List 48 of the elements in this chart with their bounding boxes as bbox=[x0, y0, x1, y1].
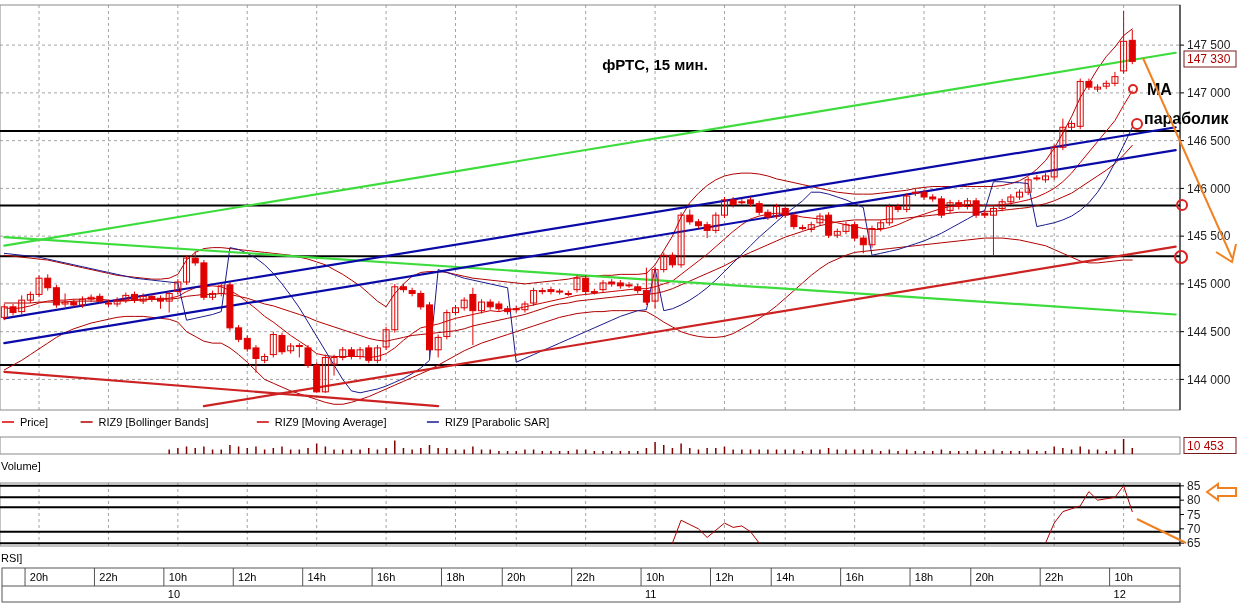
legend-label: RIZ9 [Bollinger Bands] bbox=[98, 415, 209, 428]
x-tick-label: 14h bbox=[776, 571, 795, 583]
line-series bbox=[3, 237, 1133, 405]
y-tick-label: 144 500 bbox=[1187, 324, 1231, 339]
y-tick-label: 85 bbox=[1187, 479, 1201, 494]
text: фРТС, 15 мин. bbox=[602, 56, 708, 73]
x-tick-label: 20h bbox=[975, 571, 994, 583]
x-tick-label: 10h bbox=[168, 571, 188, 583]
text: 10 bbox=[167, 588, 181, 600]
x-tick-label: 10h bbox=[1114, 571, 1133, 583]
y-tick-label: 145 000 bbox=[1187, 277, 1231, 292]
legend-label: RIZ9 [Moving Average] bbox=[274, 415, 387, 428]
x-tick-label: 20h bbox=[29, 571, 49, 583]
x-tick-label: 16h bbox=[376, 571, 396, 583]
x-tick-label: 18h bbox=[914, 571, 934, 583]
x-tick-label: 22h bbox=[1045, 571, 1064, 583]
legend-label: RIZ9 [Parabolic SAR] bbox=[444, 415, 550, 428]
candlestick bbox=[434, 334, 442, 358]
x-tick-label: 20h bbox=[507, 571, 526, 583]
text: 147 330 bbox=[1187, 52, 1231, 67]
text: 10 453 bbox=[1187, 438, 1225, 453]
line-series bbox=[3, 28, 1133, 308]
legend-label: Price] bbox=[20, 415, 49, 428]
x-tick-label: 18h bbox=[446, 571, 465, 583]
text: 12 bbox=[1113, 588, 1126, 600]
x-tick-label: 10h bbox=[645, 571, 665, 583]
y-tick-label: 65 bbox=[1187, 536, 1201, 551]
x-tick-label: 12h bbox=[715, 571, 734, 583]
candlestick bbox=[165, 290, 173, 314]
x-tick-label: 22h bbox=[99, 571, 118, 583]
x-tick-label: 14h bbox=[307, 571, 326, 583]
y-tick-label: 70 bbox=[1187, 522, 1201, 537]
x-tick-label: 22h bbox=[576, 571, 595, 583]
text: 11 bbox=[645, 588, 657, 600]
x-tick-label: 12h bbox=[238, 571, 257, 583]
y-tick-label: 147 000 bbox=[1187, 86, 1231, 101]
candlestick bbox=[1128, 29, 1136, 65]
y-tick-label: 147 500 bbox=[1187, 38, 1231, 53]
candlestick bbox=[720, 196, 728, 219]
candlestick bbox=[443, 309, 451, 340]
y-tick-label: 80 bbox=[1187, 493, 1201, 508]
text: RSI] bbox=[1, 552, 23, 564]
x-tick-label: 16h bbox=[845, 571, 864, 583]
y-tick-label: 146 500 bbox=[1187, 133, 1231, 148]
y-tick-label: 144 000 bbox=[1187, 372, 1231, 387]
y-tick-label: 75 bbox=[1187, 507, 1201, 522]
text: Volume] bbox=[1, 460, 41, 472]
candlestick bbox=[1120, 10, 1128, 75]
